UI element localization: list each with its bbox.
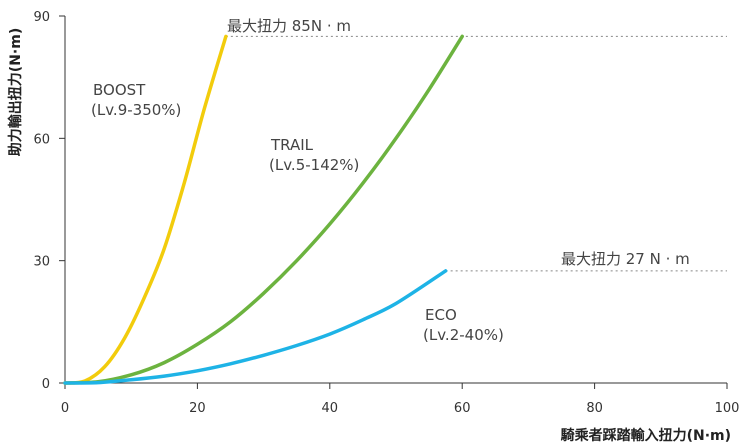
y-axis-title: 助力輸出扭力(N·m) — [7, 28, 24, 156]
y-tick-label: 60 — [33, 132, 50, 147]
trail-curve — [63, 34, 464, 385]
boost-label-name: BOOST — [93, 81, 146, 99]
x-tick-label: 0 — [61, 401, 69, 416]
x-tick-label: 60 — [454, 401, 471, 416]
trail-label-level: (Lv.5-142%) — [269, 156, 359, 174]
max-torque-annotation: 最大扭力 85N · m — [227, 17, 351, 35]
boost-label-level: (Lv.9-350%) — [91, 101, 181, 119]
eco-label-level: (Lv.2-40%) — [423, 326, 504, 344]
x-axis-title: 騎乘者踩踏輸入扭力(N·m) — [561, 427, 731, 444]
y-tick-label: 0 — [42, 377, 50, 392]
x-tick-label: 80 — [586, 401, 603, 416]
max-torque-reference-lines — [225, 35, 727, 272]
eco-curve — [63, 269, 448, 385]
eco-label-name: ECO — [425, 306, 457, 324]
boost-curve — [63, 34, 228, 385]
x-tick-label: 100 — [715, 401, 740, 416]
trail-label-name: TRAIL — [270, 136, 314, 154]
x-tick-label: 20 — [189, 401, 206, 416]
annotations: 最大扭力 85N · m 最大扭力 27 N · m — [227, 17, 690, 268]
axes — [64, 16, 727, 384]
series-lines — [63, 34, 464, 385]
y-tick-label: 30 — [33, 255, 50, 270]
x-tick-label: 40 — [322, 401, 339, 416]
ticks: 0 20 40 60 80 100 0 30 60 90 — [33, 10, 739, 416]
y-tick-label: 90 — [33, 10, 50, 25]
max-torque-annotation: 最大扭力 27 N · m — [561, 250, 690, 268]
series-labels: BOOST (Lv.9-350%) TRAIL (Lv.5-142%) ECO (Lv.2… — [91, 81, 504, 344]
